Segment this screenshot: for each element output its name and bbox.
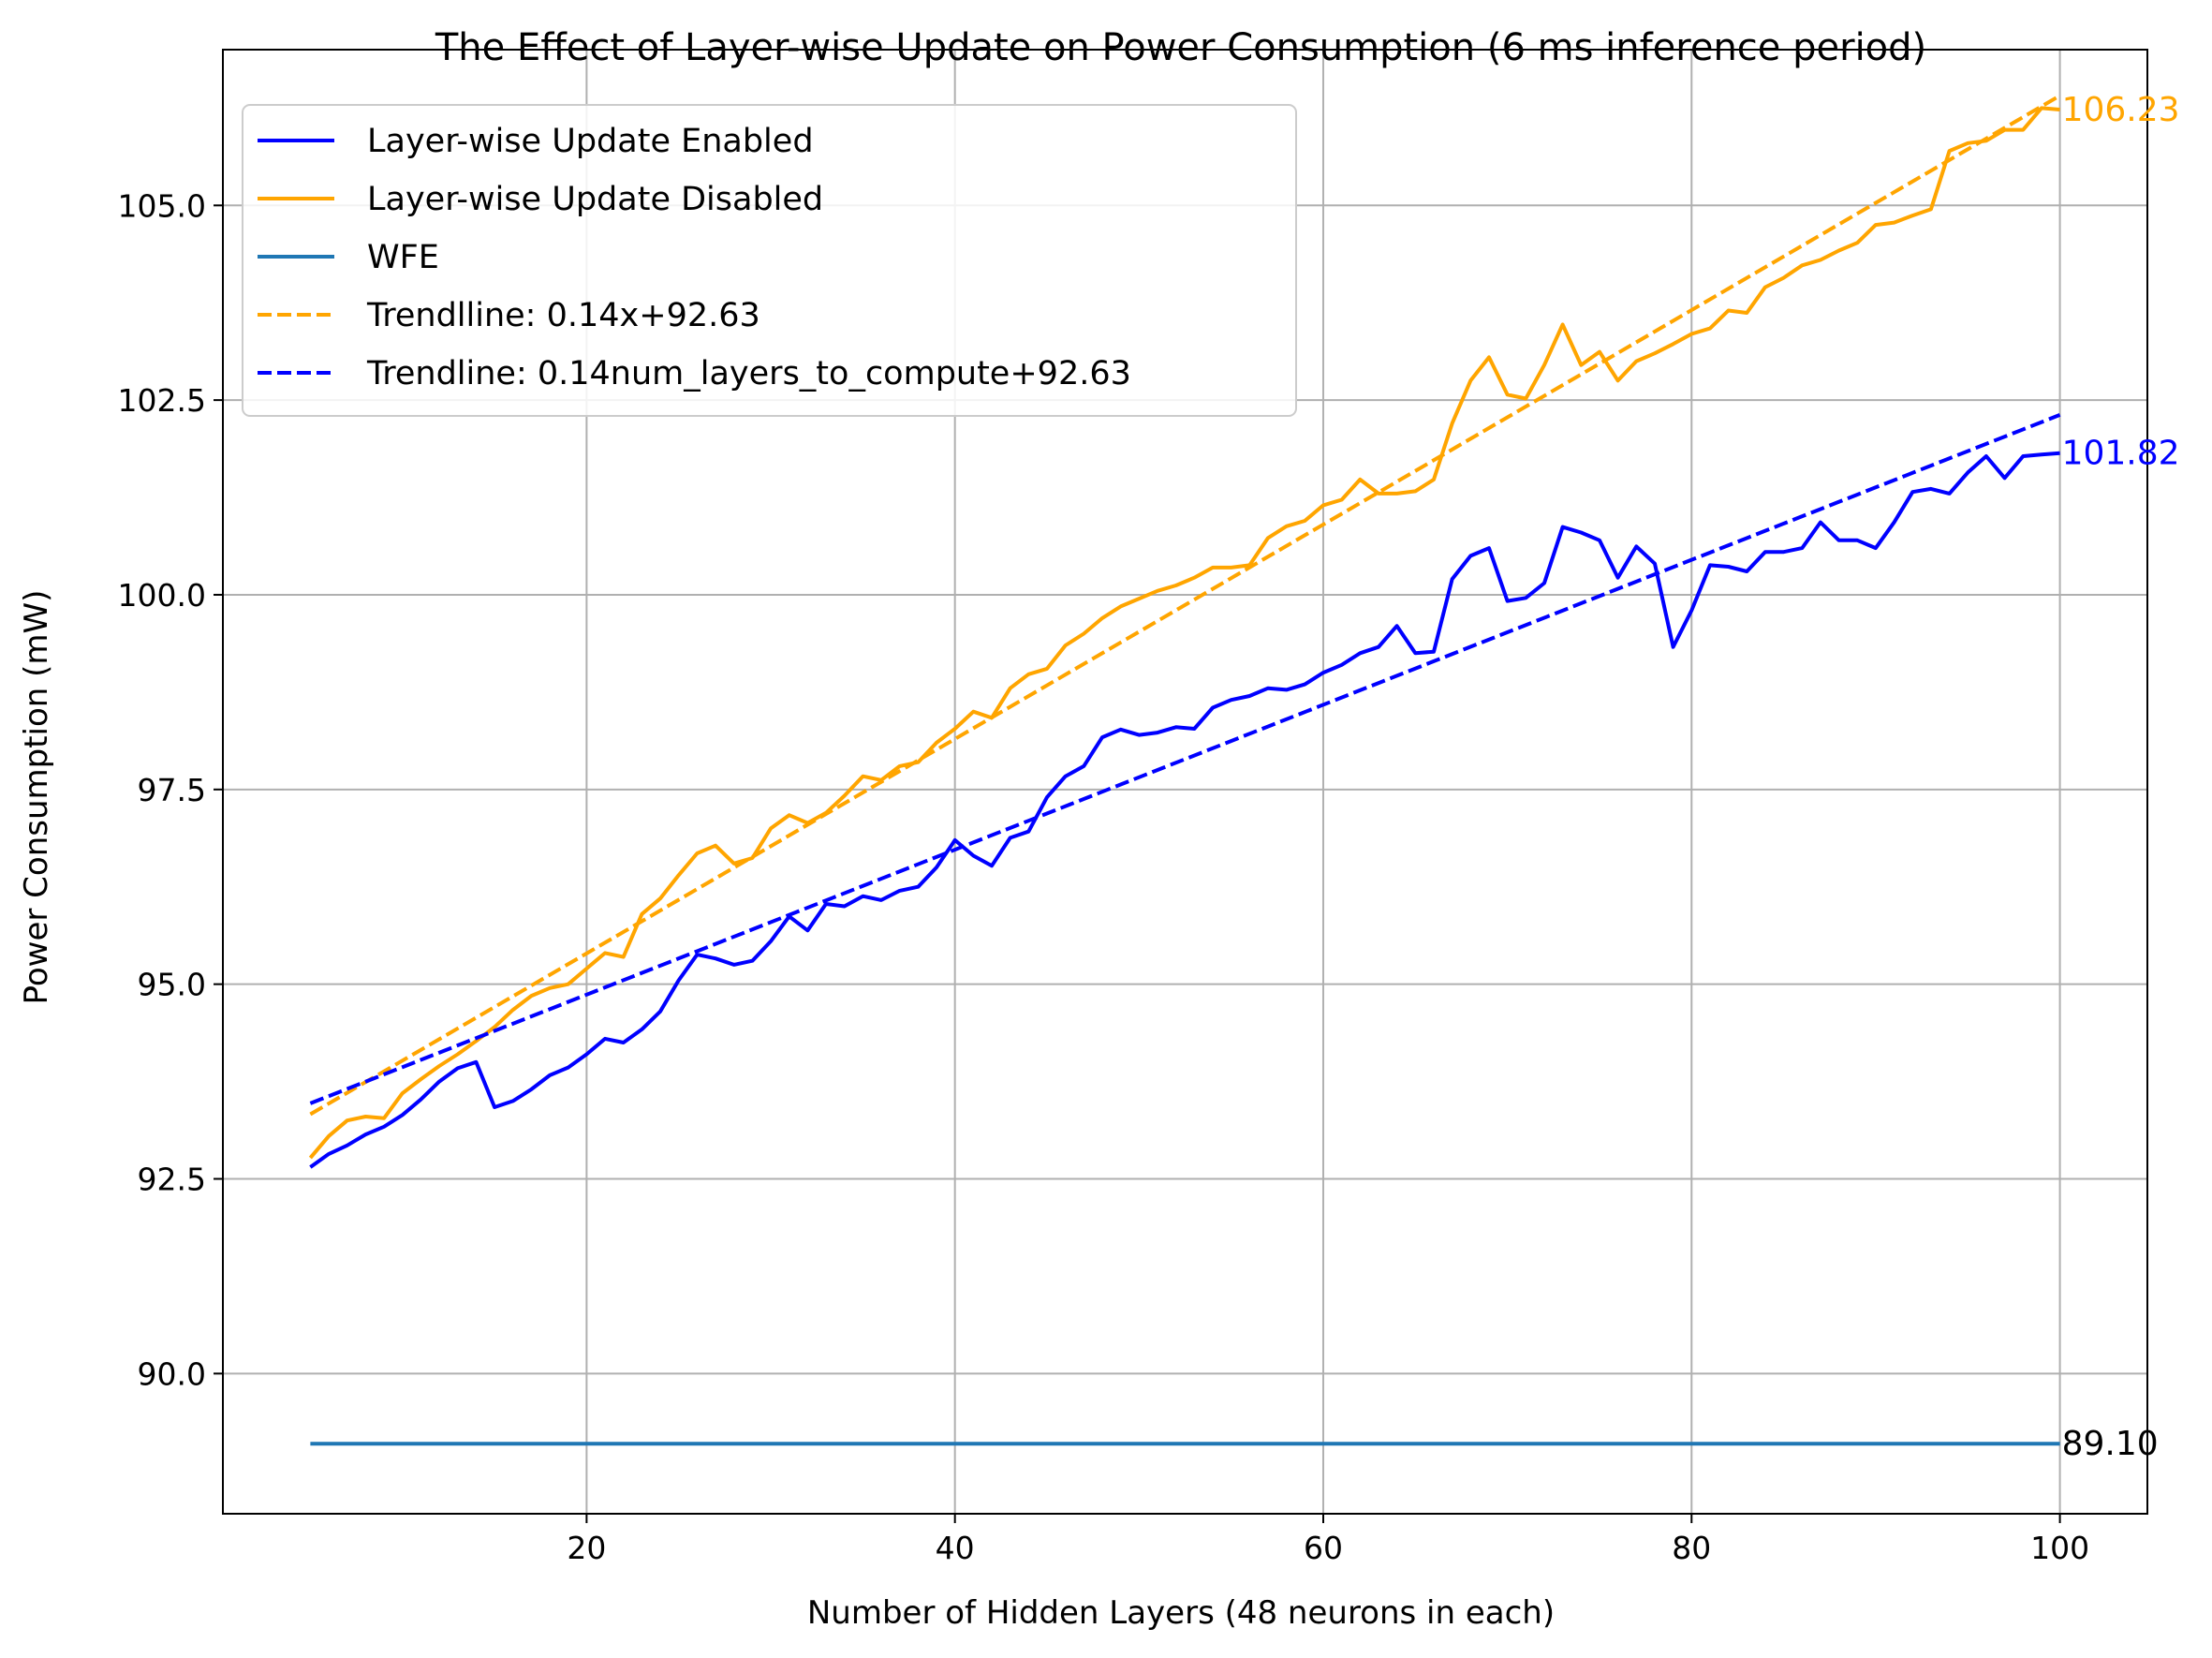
series-group <box>308 94 2061 1446</box>
x-tick-label: 20 <box>567 1530 606 1566</box>
y-tick-label: 92.5 <box>138 1162 206 1198</box>
legend-label: Layer-wise Update Enabled <box>367 123 814 160</box>
chart-title: The Effect of Layer-wise Update on Power… <box>435 26 1926 69</box>
ticks: 20 40 60 80 100 90.0 92.5 95.0 97.5 100.0 102.5 105… <box>118 187 2090 1566</box>
x-tick-label: 100 <box>2030 1530 2089 1566</box>
series-line-0 <box>309 451 2060 1169</box>
series-line-1 <box>308 106 2060 1160</box>
x-tick-label: 80 <box>1672 1530 1711 1566</box>
legend-label: Trendlline: 0.14x+92.63 <box>366 297 760 334</box>
x-tick-label: 60 <box>1304 1530 1343 1566</box>
end-labels: 106.23 101.82 89.10 <box>2062 91 2180 1463</box>
legend-label: WFE <box>367 239 439 276</box>
legend-label: Layer-wise Update Disabled <box>367 181 823 218</box>
axes-frame <box>222 49 2148 1515</box>
end-value-label: 101.82 <box>2062 435 2180 473</box>
x-tick-label: 40 <box>936 1530 975 1566</box>
y-tick-label: 97.5 <box>138 772 206 808</box>
series-line-3 <box>309 94 2061 1117</box>
y-tick-label: 100.0 <box>118 577 206 614</box>
y-axis-label: Power Consumption (mW) <box>18 590 55 1005</box>
legend-label: Trendline: 0.14num_layers_to_compute+92.… <box>366 355 1131 392</box>
y-tick-label: 102.5 <box>118 382 206 419</box>
y-tick-label: 90.0 <box>138 1355 206 1392</box>
end-value-label: 89.10 <box>2062 1425 2159 1463</box>
y-tick-label: 105.0 <box>118 187 206 224</box>
legend-box <box>242 104 1297 417</box>
series-line-4 <box>309 413 2061 1105</box>
y-tick-label: 95.0 <box>138 967 206 1003</box>
end-value-label: 106.23 <box>2062 91 2180 129</box>
x-axis-label: Number of Hidden Layers (48 neurons in e… <box>807 1594 1555 1632</box>
legend: Layer-wise Update Enabled Layer-wise Upda… <box>242 104 1297 417</box>
